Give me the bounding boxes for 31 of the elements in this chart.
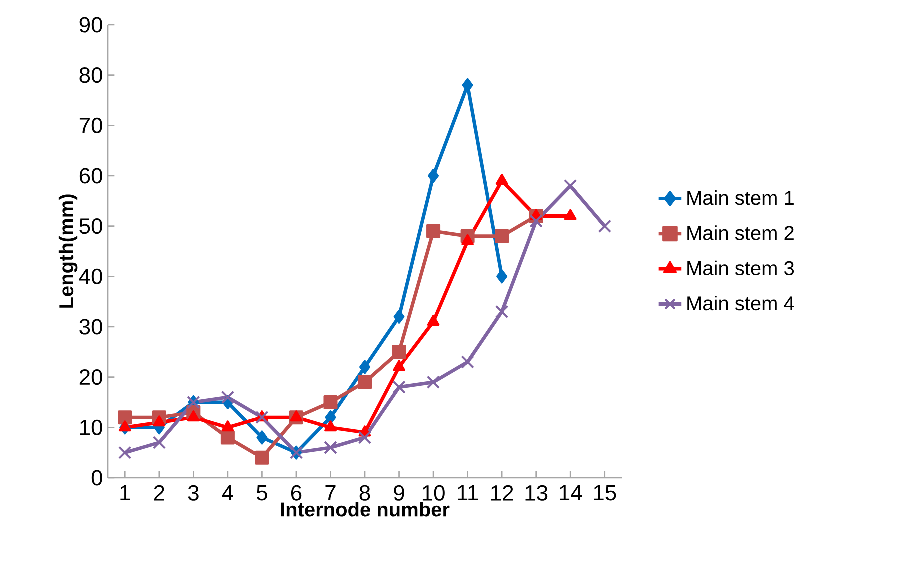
x-tick-label: 15 [594,485,616,501]
y-tick-label: 60 [80,168,102,184]
legend-label: Main stem 3 [688,260,794,276]
y-axis-title: Length(mm) [58,194,78,308]
legend-label: Main stem 4 [688,296,794,311]
x-tick-label: 1 [120,485,130,500]
x-tick-label: 10 [422,485,445,501]
x-tick-label: 8 [360,485,370,501]
x-tick-label: 2 [154,485,164,501]
y-tick-label: 70 [80,118,102,134]
x-tick-label: 7 [326,485,336,500]
x-tick-label: 12 [492,485,514,501]
x-axis-title: Internode number [281,502,450,517]
x-tick-label: 4 [222,485,234,500]
y-tick-label: 0 [92,470,102,486]
legend-label: Main stem 1 [688,190,794,206]
x-tick-label: 9 [394,485,404,501]
y-tick-label: 50 [80,218,102,234]
x-tick-label: 6 [291,485,302,501]
y-tick-label: 30 [80,319,102,335]
x-tick-label: 13 [526,485,548,501]
x-tick-label: 3 [188,485,199,501]
x-tick-label: 14 [560,485,582,500]
x-tick-label: 5 [256,485,268,501]
y-tick-label: 90 [80,17,102,33]
y-tick-label: 20 [80,370,102,386]
y-tick-label: 80 [80,68,102,84]
legend-label: Main stem 2 [688,226,794,240]
y-tick-label: 40 [79,268,102,284]
x-tick-label: 11 [458,485,478,500]
y-tick-label: 10 [80,420,102,436]
